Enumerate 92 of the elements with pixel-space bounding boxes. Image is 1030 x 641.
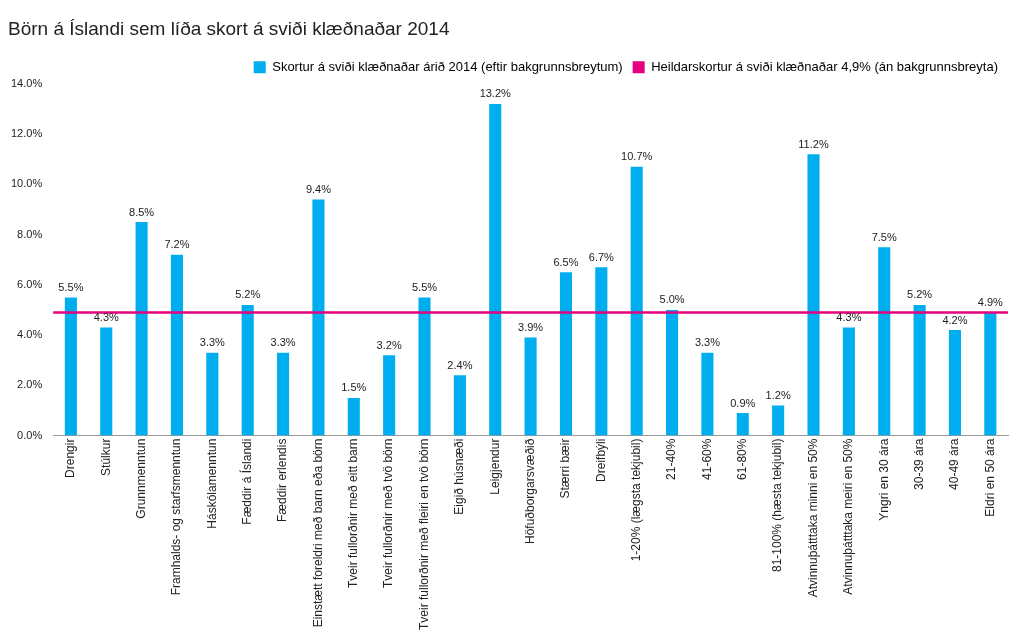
data-label: 6.7% xyxy=(588,250,615,263)
data-label: 3.3% xyxy=(199,336,226,349)
x-tick-label: Höfuðborgarsvæðið xyxy=(522,438,537,544)
data-label: 3.2% xyxy=(376,338,402,351)
bar xyxy=(630,166,643,436)
x-tick-label: 30-39 ára xyxy=(911,438,926,490)
x-tick-label: 1-20% (lægsta tekjubil) xyxy=(629,438,643,562)
x-tick-label: Tveir fullorðnir með tvö börn xyxy=(381,438,396,588)
bar xyxy=(241,304,254,436)
bar xyxy=(489,103,502,436)
x-tick-label: Stúlkur xyxy=(98,438,113,476)
data-label: 9.4% xyxy=(305,182,332,195)
bar xyxy=(984,312,997,436)
bar xyxy=(453,375,466,436)
data-label: 3.9% xyxy=(518,321,544,334)
bar xyxy=(524,337,537,436)
y-tick-label: 0.0% xyxy=(17,428,43,441)
bar xyxy=(347,397,360,436)
x-tick-label: Leigjendur xyxy=(487,438,502,495)
x-tick-label: 41-60% xyxy=(699,438,714,480)
y-tick-label: 4.0% xyxy=(17,328,43,341)
legend-label: Skortur á sviði klæðnaðar árið 2014 (eftir bakgrunnsbreytum) xyxy=(272,58,623,74)
bar xyxy=(701,352,714,436)
data-label: 4.2% xyxy=(942,313,968,326)
bar xyxy=(277,352,290,436)
data-label: 8.5% xyxy=(129,205,155,218)
bar xyxy=(100,327,113,436)
y-tick-label: 12.0% xyxy=(10,127,43,140)
x-tick-label: Eldri en 50 ára xyxy=(982,438,997,517)
bar xyxy=(64,297,77,436)
x-tick-label: Drengir xyxy=(63,438,78,478)
data-label: 2.4% xyxy=(447,358,473,371)
x-tick-label: Einstætt foreldri með barn eða börn xyxy=(310,438,325,628)
bar xyxy=(913,304,926,436)
x-tick-label: 21-40% xyxy=(664,438,679,480)
bar xyxy=(772,405,785,436)
x-tick-label: Háskólamenntun xyxy=(204,438,219,529)
y-tick-label: 10.0% xyxy=(10,177,43,190)
x-tick-label: Fæddir á Íslandi xyxy=(239,438,254,525)
x-tick-label: Dreifbýli xyxy=(593,438,608,482)
bar xyxy=(206,352,219,436)
bar xyxy=(383,355,396,436)
data-label: 5.5% xyxy=(58,280,84,293)
x-tick-label: Atvinnuþátttaka minni en 50% xyxy=(805,438,820,598)
y-tick-label: 8.0% xyxy=(17,227,43,240)
x-tick-label: Atvinnuþátttaka meiri en 50% xyxy=(841,438,856,595)
data-label: 4.3% xyxy=(93,311,119,324)
data-label: 7.5% xyxy=(871,230,897,243)
x-tick-label: Stærri bæir xyxy=(558,438,573,499)
bar xyxy=(312,199,325,436)
data-label: 7.2% xyxy=(164,238,190,251)
data-label: 0.9% xyxy=(730,396,756,409)
bar xyxy=(807,154,820,436)
bar xyxy=(842,327,855,436)
data-label: 10.7% xyxy=(621,150,653,163)
bar xyxy=(595,267,608,436)
bar xyxy=(170,254,184,436)
legend-label: Heildarskortur á sviði klæðnaðar 4,9% (án bakgrunnsbreyta) xyxy=(651,58,999,74)
y-tick-label: 2.0% xyxy=(17,378,43,391)
data-label: 5.2% xyxy=(235,288,261,301)
x-tick-label: 81-100% (hæsta tekjubil) xyxy=(770,438,785,572)
bar xyxy=(878,247,891,436)
bar xyxy=(666,309,679,436)
bar xyxy=(135,222,148,436)
x-tick-label: 61-80% xyxy=(735,438,750,480)
data-label: 3.3% xyxy=(694,336,721,349)
bar xyxy=(418,297,431,436)
bar xyxy=(736,412,749,436)
x-tick-label: Fæddir erlendis xyxy=(275,438,290,522)
x-tick-label: Tveir fullorðnir með eitt barn xyxy=(346,438,361,588)
data-label: 5.5% xyxy=(411,280,438,293)
data-label: 4.9% xyxy=(977,296,1004,308)
data-label: 13.2% xyxy=(479,87,512,100)
data-label: 11.2% xyxy=(798,137,829,150)
data-label: 3.3% xyxy=(270,336,296,349)
data-label: 4.3% xyxy=(836,311,862,324)
x-tick-label: Eigið húsnæði xyxy=(452,438,467,515)
x-tick-label: Yngri en 30 ára xyxy=(876,438,891,521)
y-tick-label: 6.0% xyxy=(17,277,43,290)
x-tick-label: Framhalds- og starfsmenntun xyxy=(169,438,184,596)
data-label: 1.2% xyxy=(765,388,791,401)
data-label: 5.2% xyxy=(907,288,933,301)
data-label: 5.0% xyxy=(659,293,685,306)
bar xyxy=(559,272,573,436)
data-label: 6.5% xyxy=(553,255,579,268)
bar xyxy=(948,330,961,436)
x-tick-label: Tveir fullorðnir með fleiri en tvö börn xyxy=(416,438,431,631)
y-tick-label: 14.0% xyxy=(10,76,43,89)
x-tick-label: Grunnmenntun xyxy=(133,438,148,519)
data-label: 1.5% xyxy=(341,381,367,394)
chart-title: Börn á Íslandi sem líða skort á sviði klæðnaðar 2014 xyxy=(8,17,450,39)
x-tick-label: 40-49 ára xyxy=(947,438,962,490)
